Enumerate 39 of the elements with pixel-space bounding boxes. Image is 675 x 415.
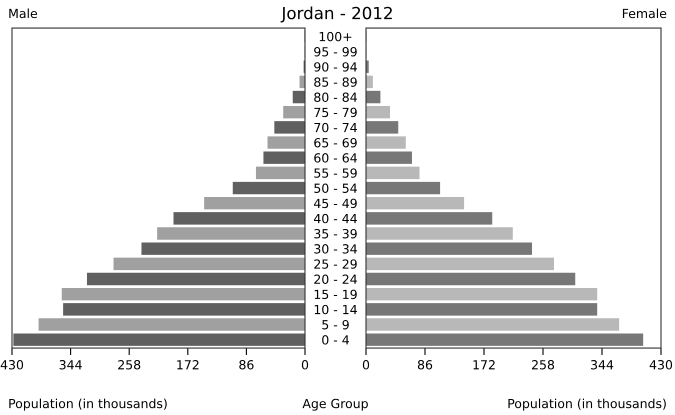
y-tick-label: 15 - 19: [314, 290, 357, 300]
y-tick-label: 90 - 94: [314, 62, 357, 72]
y-tick-label: 30 - 34: [314, 244, 357, 254]
y-tick-label: 75 - 79: [314, 108, 357, 118]
y-tick-label: 60 - 64: [314, 153, 357, 163]
x-tick-label: 430: [650, 360, 672, 370]
y-tick-label: 45 - 49: [314, 198, 357, 208]
x-tick-label: 344: [591, 360, 614, 370]
y-tick-label: 10 - 14: [314, 304, 357, 314]
x-tick-label: 86: [239, 360, 254, 370]
x-tick-label: 258: [532, 360, 554, 370]
y-tick-label: 0 - 4: [322, 335, 349, 345]
x-tick-label: 0: [302, 360, 308, 370]
y-tick-label: 80 - 84: [314, 92, 357, 102]
y-tick-label: 85 - 89: [314, 77, 357, 87]
x-tick-label: 172: [177, 360, 198, 370]
y-tick-label: 100+: [320, 32, 352, 42]
x-axis-title: Population (in thousands): [508, 398, 666, 411]
x-tick-label: 344: [60, 360, 82, 370]
chart-title: Jordan - 2012: [280, 6, 392, 22]
y-tick-label: 20 - 24: [314, 274, 357, 284]
y-tick-label: 70 - 74: [314, 122, 357, 132]
y-tick-label: 65 - 69: [314, 138, 357, 148]
chart-subtitle: Male: [9, 8, 38, 18]
y-tick-label: 95 - 99: [314, 47, 357, 56]
x-tick-label: 0: [362, 360, 370, 370]
chart-subtitle: Female: [622, 8, 666, 18]
y-tick-label: 25 - 29: [314, 259, 357, 269]
y-tick-label: 55 - 59: [314, 168, 357, 178]
y-tick-label: 40 - 44: [314, 214, 357, 224]
x-axis-title: Population (in thousands): [9, 398, 167, 411]
y-tick-label: 35 - 39: [314, 229, 357, 238]
y-tick-label: 5 - 9: [322, 320, 349, 330]
y-axis-title: Age Group: [302, 398, 368, 411]
x-tick-label: 258: [118, 360, 140, 370]
x-tick-label: 430: [0, 360, 24, 370]
y-tick-label: 50 - 54: [314, 184, 357, 193]
x-tick-label: 172: [473, 360, 495, 370]
x-tick-label: 86: [418, 360, 432, 370]
